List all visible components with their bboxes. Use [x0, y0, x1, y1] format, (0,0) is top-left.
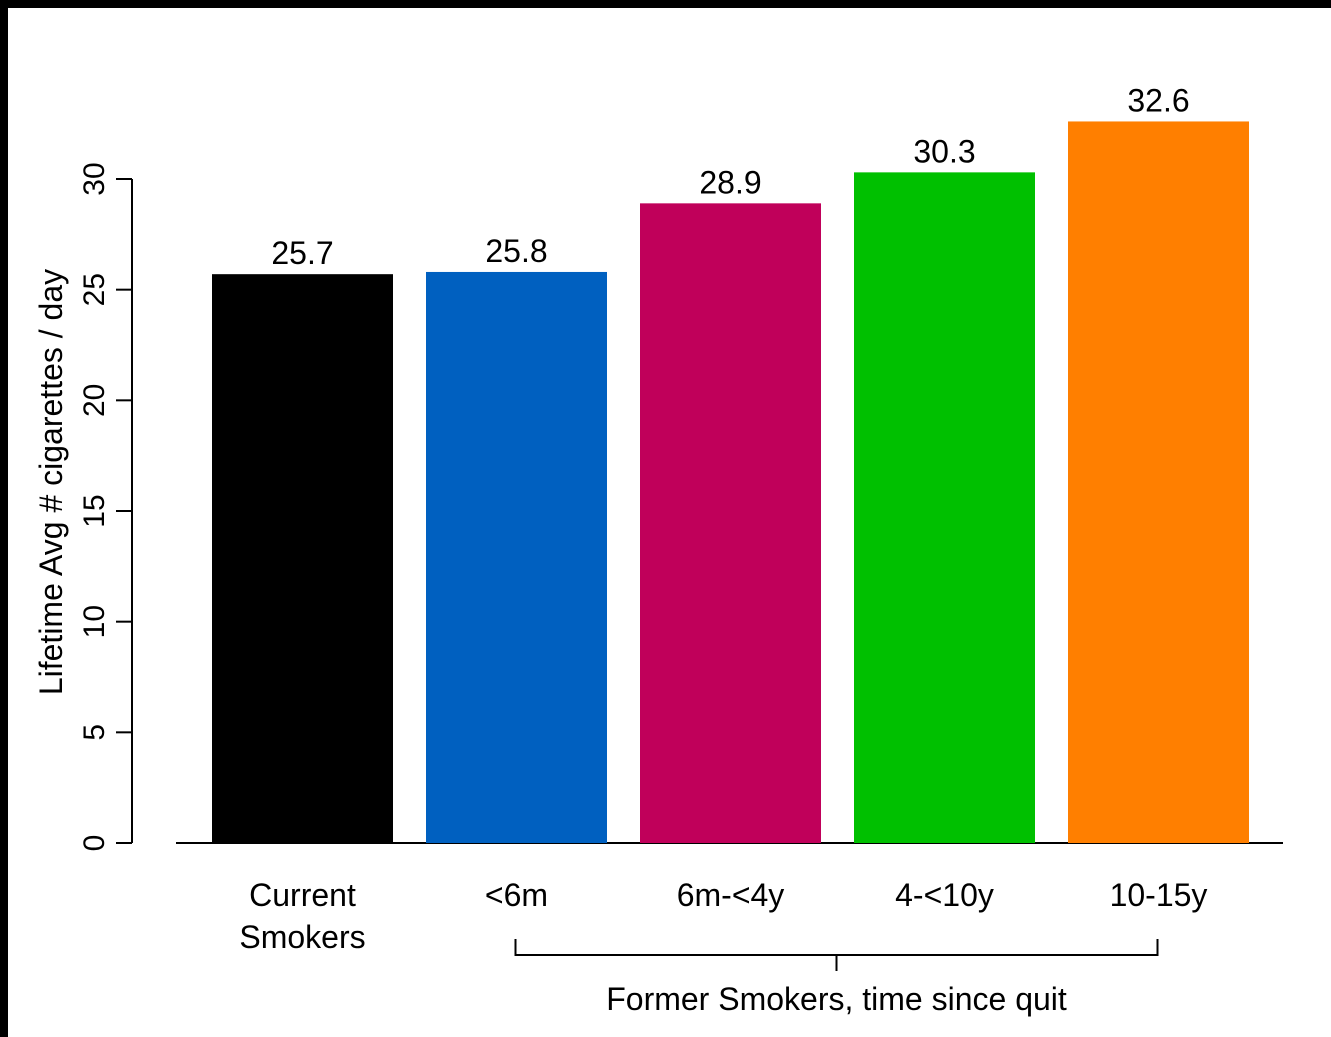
y-axis: 0 5 10 15 20 25 30 [78, 162, 133, 852]
x-tick-label: 10-15y [1110, 877, 1208, 913]
data-label: 25.7 [271, 235, 333, 271]
former-smokers-bracket [514, 939, 1159, 971]
x-tick-label: 4-<10y [895, 877, 994, 913]
bar [426, 271, 607, 844]
value-labels: 25.7 25.8 28.9 30.3 32.6 [271, 82, 1189, 271]
data-label: 28.9 [699, 164, 761, 200]
x-tick-label: Current [249, 877, 356, 913]
bar [212, 274, 393, 843]
group-label: Former Smokers, time since quit [606, 981, 1067, 1017]
bar [854, 172, 1035, 844]
x-tick-label: 6m-<4y [677, 877, 785, 913]
y-tick-label: 15 [78, 494, 111, 527]
x-axis-labels: Current Smokers <6m 6m-<4y 4-<10y 10-15y [239, 877, 1207, 955]
bars [176, 121, 1283, 844]
data-label: 32.6 [1127, 82, 1189, 118]
y-tick-label: 0 [78, 835, 111, 852]
y-tick-label: 5 [78, 724, 111, 741]
y-tick-label: 25 [78, 273, 111, 306]
y-tick-label: 20 [78, 384, 111, 417]
bracket-line [514, 939, 1159, 956]
bar [1068, 121, 1249, 844]
x-tick-label: <6m [485, 877, 548, 913]
data-label: 25.8 [485, 233, 547, 269]
y-tick-label: 30 [78, 162, 111, 195]
y-axis-label: Lifetime Avg # cigarettes / day [33, 269, 69, 695]
y-tick-label: 10 [78, 605, 111, 638]
x-tick-label: Smokers [239, 919, 365, 955]
data-label: 30.3 [913, 133, 975, 169]
bar [640, 203, 821, 843]
